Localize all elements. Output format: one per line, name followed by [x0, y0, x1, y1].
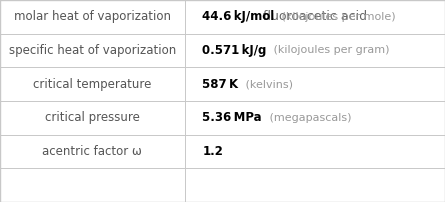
Text: 587 K: 587 K: [202, 78, 239, 91]
Text: acentric factor ω: acentric factor ω: [42, 145, 142, 158]
Text: 0.571 kJ/g: 0.571 kJ/g: [202, 44, 267, 57]
Text: fluoroacetic acid: fluoroacetic acid: [263, 10, 367, 23]
Text: specific heat of vaporization: specific heat of vaporization: [9, 44, 176, 57]
Text: 1.2: 1.2: [202, 145, 223, 158]
Text: critical pressure: critical pressure: [45, 111, 140, 124]
Text: (megapascals): (megapascals): [266, 113, 351, 123]
Text: molar heat of vaporization: molar heat of vaporization: [14, 10, 171, 23]
Text: critical temperature: critical temperature: [33, 78, 152, 91]
Text: 44.6 kJ/mol: 44.6 kJ/mol: [202, 10, 275, 23]
Text: (kelvins): (kelvins): [242, 79, 293, 89]
Text: 5.36 MPa: 5.36 MPa: [202, 111, 262, 124]
Text: (kilojoules per gram): (kilojoules per gram): [271, 45, 390, 56]
Text: (kilojoules per mole): (kilojoules per mole): [278, 12, 396, 22]
